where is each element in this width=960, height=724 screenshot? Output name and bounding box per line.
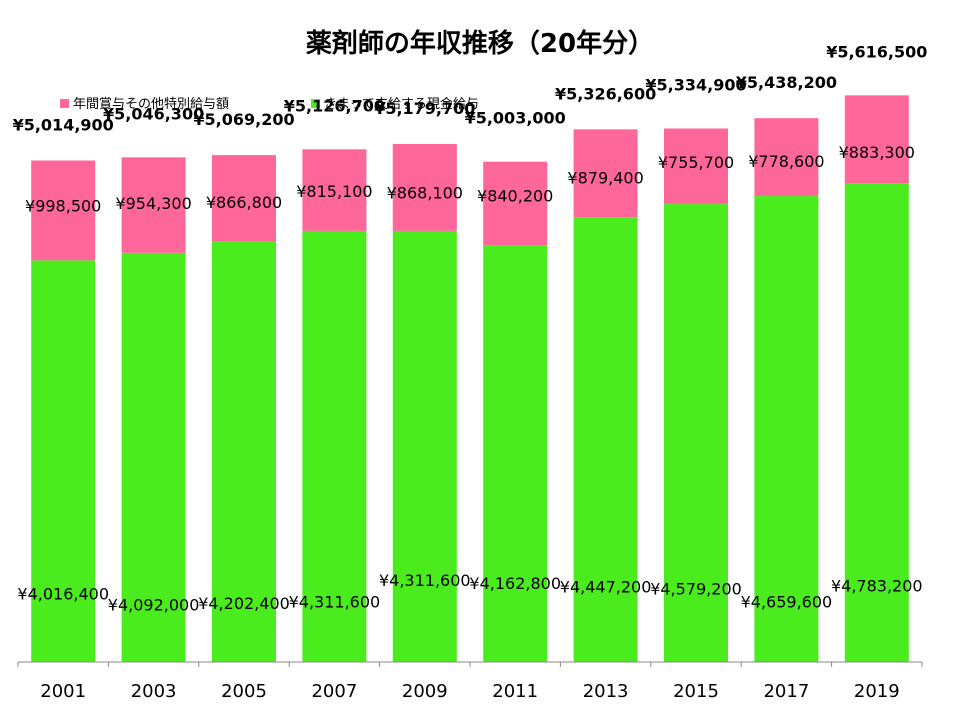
label-base-salary-2001: ¥4,016,400 [17,585,109,604]
x-tick-2015: 2015 [673,681,719,702]
data-labels-group: ¥4,016,400 ¥998,500 ¥5,014,900 ¥4,092,000 ¥9… [13,42,928,614]
legend-label-bonus: 年間賞与その他特別給与額 [73,97,229,112]
legend: 年間賞与その他特別給与額 きまって支給する現金給与 [60,96,479,112]
bar-base-salary-2001 [31,260,96,662]
bar-base-salary-2013 [573,217,638,662]
bar-bonus-2005 [212,155,276,242]
label-total-2003: ¥5,046,300 [103,104,204,123]
label-bonus-2019: ¥883,300 [839,143,915,162]
bar-base-salary-2019 [844,183,909,662]
bar-base-salary-2005 [212,241,276,662]
label-total-2009: ¥5,179,700 [374,99,475,118]
label-bonus-2017: ¥778,600 [748,152,824,171]
legend-label-base-salary: きまって支給する現金給与 [324,96,479,112]
label-base-salary-2003: ¥4,092,000 [108,596,200,615]
bar-base-salary-2017 [754,196,819,663]
label-total-2007: ¥5,126,700 [284,96,385,115]
label-base-salary-2009: ¥4,311,600 [379,571,471,590]
bar-base-salary-2009 [392,230,457,662]
label-total-2013: ¥5,326,600 [555,84,656,103]
bar-bonus-2019 [844,95,909,184]
label-base-salary-2015: ¥4,579,200 [650,580,742,599]
bar-bonus-2007 [302,149,367,231]
bar-bonus-2009 [392,144,457,231]
label-total-2017: ¥5,438,200 [736,73,837,92]
bar-bonus-2001 [31,160,96,261]
label-bonus-2001: ¥998,500 [25,196,101,215]
bar-base-salary-2007 [302,230,367,662]
label-bonus-2007: ¥815,100 [296,182,372,201]
bar-bonus-2013 [573,129,638,218]
bar-bonus-2011 [483,161,548,246]
label-bonus-2011: ¥840,200 [477,186,553,205]
bar-bonus-2003 [121,157,186,253]
label-base-salary-2005: ¥4,202,400 [198,594,290,613]
label-total-2015: ¥5,334,900 [645,76,746,95]
x-tick-2005: 2005 [221,681,267,702]
x-tick-2019: 2019 [854,681,900,702]
label-total-2019: ¥5,616,500 [826,42,927,61]
x-tick-2001: 2001 [40,681,86,702]
label-base-salary-2019: ¥4,783,200 [831,576,923,595]
label-total-2011: ¥5,003,000 [465,109,566,128]
x-tick-2013: 2013 [583,681,629,702]
chart-title: 薬剤師の年収推移（20年分） [306,28,654,59]
label-bonus-2013: ¥879,400 [567,169,643,188]
bar-bonus-2015 [664,128,728,205]
label-base-salary-2017: ¥4,659,600 [741,592,833,611]
label-base-salary-2011: ¥4,162,800 [469,574,561,593]
label-base-salary-2013: ¥4,447,200 [560,577,652,596]
x-tick-2009: 2009 [402,681,448,702]
x-axis: 2001 2003 2005 2007 2009 2011 2013 2015 2017 2019 [17,661,923,702]
label-bonus-2015: ¥755,700 [658,153,734,172]
legend-swatch-base-salary [311,99,320,108]
label-total-2005: ¥5,069,200 [193,110,294,129]
bars-group [31,95,909,663]
bar-base-salary-2015 [664,204,728,662]
x-tick-2007: 2007 [311,681,357,702]
label-bonus-2003: ¥954,300 [115,194,191,213]
bar-base-salary-2003 [121,252,186,663]
x-tick-2003: 2003 [131,681,177,702]
legend-swatch-bonus [60,99,69,108]
x-tick-2017: 2017 [763,681,809,702]
bar-base-salary-2011 [483,245,548,662]
label-bonus-2005: ¥866,800 [206,193,282,212]
label-total-2001: ¥5,014,900 [13,116,114,135]
x-tick-2011: 2011 [492,681,538,702]
label-base-salary-2007: ¥4,311,600 [289,593,381,612]
label-bonus-2009: ¥868,100 [387,184,463,203]
bar-bonus-2017 [754,118,819,197]
